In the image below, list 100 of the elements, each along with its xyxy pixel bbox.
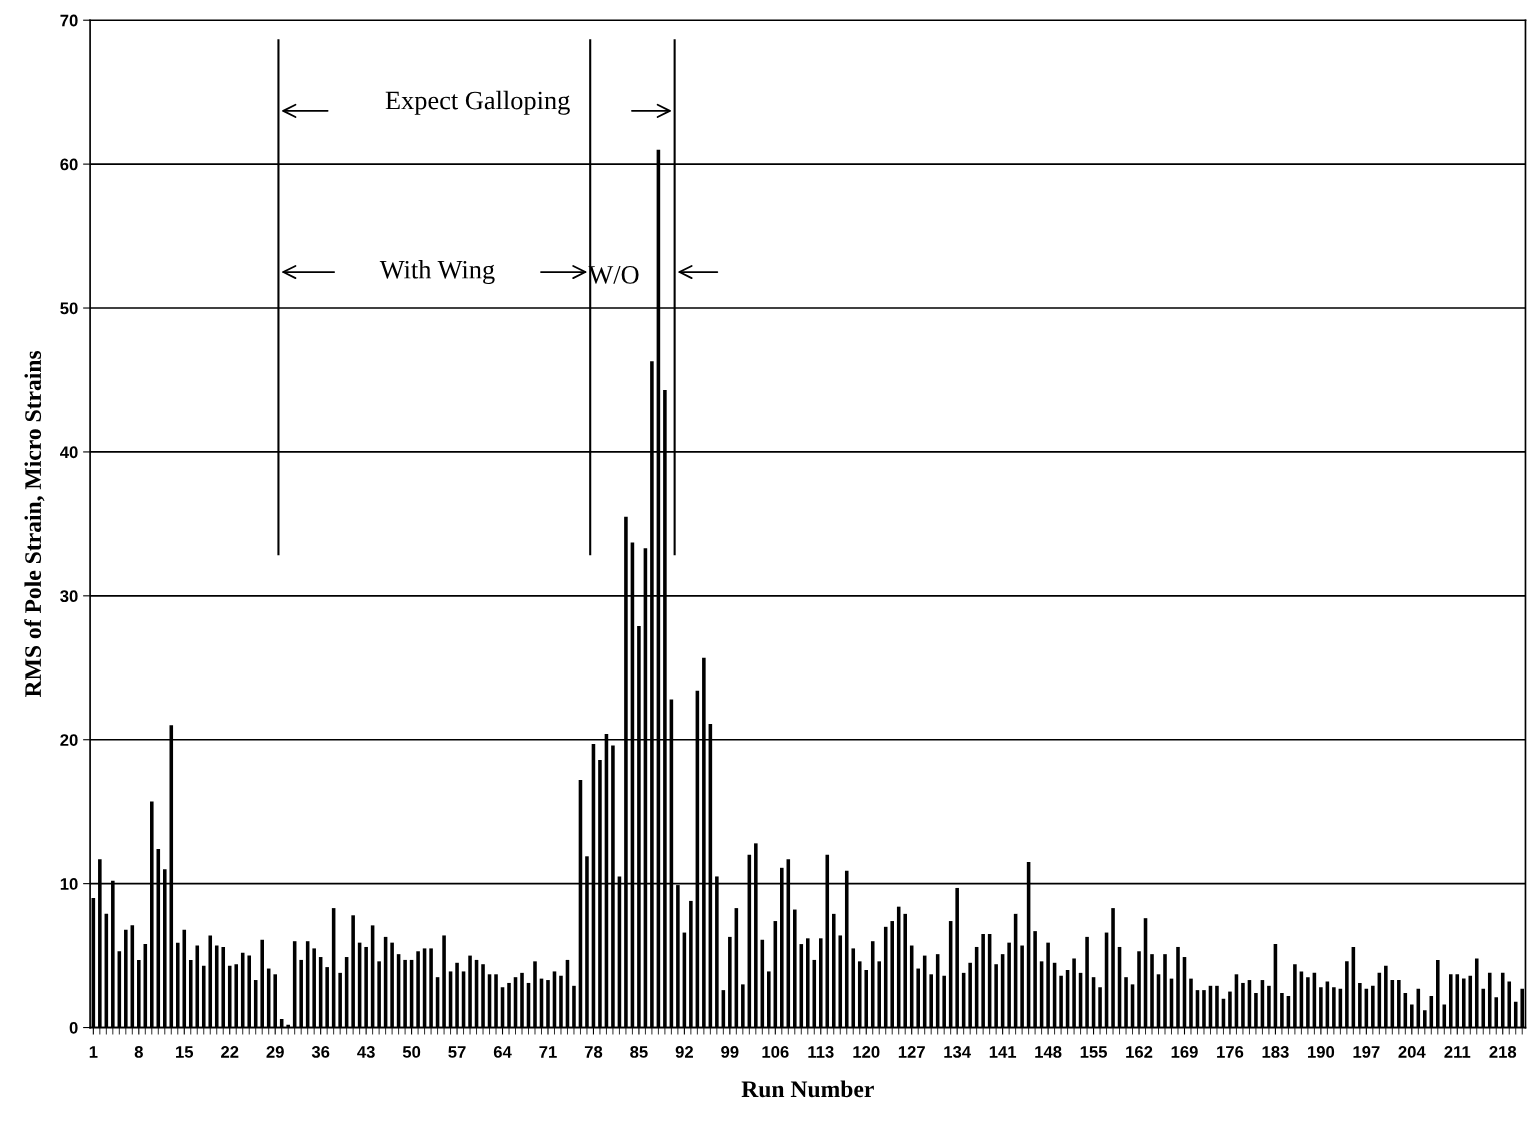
bar <box>994 964 998 1028</box>
bar <box>1332 987 1336 1028</box>
x-tick-label: 22 <box>221 1046 239 1058</box>
annotation: Expect Galloping <box>385 90 570 115</box>
bar <box>1306 977 1310 1028</box>
bar <box>533 961 537 1028</box>
x-tick-label: 162 <box>1126 1046 1153 1058</box>
x-axis-title: Run Number <box>741 1080 874 1098</box>
y-tick-label: 0 <box>69 1021 78 1034</box>
x-tick-label: 71 <box>539 1046 557 1058</box>
bar <box>390 942 394 1028</box>
bar <box>1487 972 1492 1028</box>
bar <box>1007 942 1011 1028</box>
bar <box>1468 975 1473 1028</box>
x-tick-label: 148 <box>1035 1046 1062 1058</box>
bar <box>689 900 693 1028</box>
bar <box>208 935 213 1028</box>
bar <box>1202 990 1206 1028</box>
bar <box>1461 978 1466 1028</box>
bar <box>240 952 245 1028</box>
bar <box>870 941 875 1028</box>
x-tick-label: 99 <box>721 1046 739 1058</box>
x-tick-label: 36 <box>311 1046 330 1058</box>
x-tick-label: 141 <box>989 1046 1017 1058</box>
bar <box>1481 988 1486 1028</box>
y-tick-label: 60 <box>60 158 78 171</box>
bar <box>1059 975 1063 1028</box>
x-tick-label: 43 <box>357 1046 375 1058</box>
bar <box>903 913 907 1028</box>
bar <box>468 955 472 1028</box>
x-tick-label: 85 <box>630 1046 648 1058</box>
bar <box>1176 946 1180 1028</box>
bar <box>1072 958 1076 1028</box>
bar <box>877 961 882 1028</box>
bar <box>201 965 206 1028</box>
bar <box>1241 982 1245 1028</box>
bar <box>377 961 381 1028</box>
bar <box>890 921 894 1028</box>
bar <box>188 959 193 1028</box>
bar <box>1111 908 1115 1028</box>
bar <box>351 915 355 1028</box>
bar <box>883 926 888 1028</box>
bar <box>1397 980 1401 1028</box>
x-tick-label: 169 <box>1171 1046 1198 1058</box>
bar <box>1020 945 1024 1028</box>
x-tick-label: 204 <box>1398 1046 1426 1058</box>
bar <box>831 913 836 1028</box>
y-axis-title: RMS of Pole Strain, Micro Strains <box>24 350 45 698</box>
bar <box>1293 964 1297 1028</box>
bar <box>1449 974 1453 1028</box>
bar <box>812 959 817 1028</box>
y-tick-label: 50 <box>60 302 78 315</box>
bar <box>1436 959 1440 1028</box>
x-tick-label: 15 <box>176 1046 194 1058</box>
bar <box>838 935 843 1028</box>
bar <box>1124 977 1128 1028</box>
bar <box>572 985 576 1028</box>
bar <box>1494 997 1499 1028</box>
bar <box>1507 981 1512 1028</box>
x-tick-label: 190 <box>1308 1046 1335 1058</box>
bar <box>312 948 316 1028</box>
bar <box>793 909 797 1028</box>
bar <box>767 971 771 1028</box>
bar <box>175 942 180 1028</box>
bar <box>806 938 810 1028</box>
bar <box>325 967 329 1028</box>
bar <box>299 959 303 1028</box>
bar <box>1163 954 1167 1028</box>
y-tick-label: 20 <box>60 734 78 746</box>
x-tick-label: 127 <box>898 1046 925 1058</box>
bar <box>507 982 511 1028</box>
bar <box>221 946 226 1028</box>
bar <box>851 948 856 1028</box>
x-tick-label: 1 <box>89 1046 98 1058</box>
y-tick-label: 40 <box>60 446 78 459</box>
bar <box>195 945 200 1028</box>
bar <box>942 975 946 1028</box>
x-tick-label: 197 <box>1353 1046 1380 1058</box>
bar <box>1267 985 1271 1028</box>
bar <box>1254 993 1258 1028</box>
bar <box>1474 958 1479 1028</box>
x-tick-label: 183 <box>1262 1046 1289 1058</box>
bar <box>1371 985 1375 1028</box>
x-tick-label: 113 <box>808 1046 834 1058</box>
bar <box>968 962 972 1028</box>
x-tick-label: 57 <box>448 1046 466 1058</box>
bar <box>442 935 446 1028</box>
bar <box>214 945 219 1028</box>
bar <box>260 939 264 1028</box>
x-tick-label: 64 <box>493 1046 512 1058</box>
x-tick-label: 8 <box>134 1046 143 1058</box>
bar <box>741 984 745 1028</box>
bar <box>1423 1010 1427 1028</box>
x-tick-label: 120 <box>853 1046 880 1058</box>
bar <box>1085 936 1089 1028</box>
bar <box>1150 954 1154 1028</box>
x-tick-label: 211 <box>1444 1046 1471 1058</box>
bar <box>247 955 251 1028</box>
bar <box>481 964 485 1028</box>
bar <box>1280 993 1284 1028</box>
